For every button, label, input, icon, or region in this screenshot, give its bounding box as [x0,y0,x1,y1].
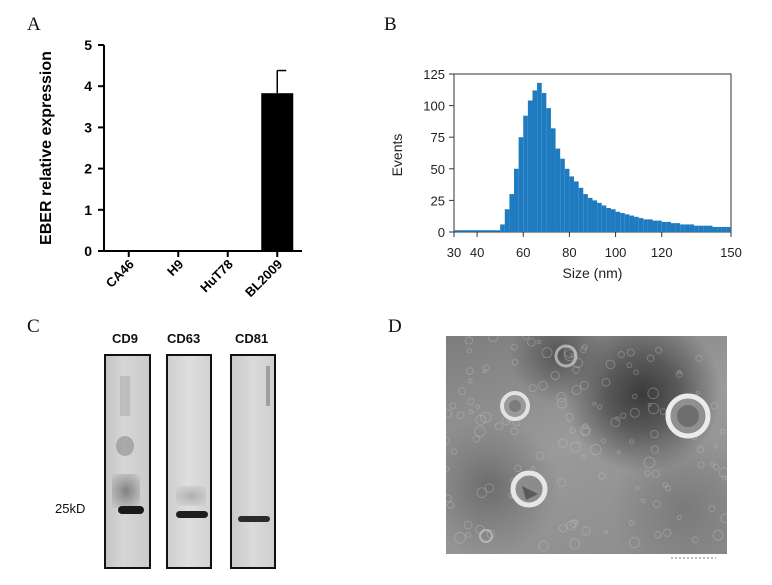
histogram-bin [518,137,524,232]
x-tick-label: 100 [605,245,627,260]
histogram-bin [707,225,713,232]
histogram-bin [587,197,593,232]
x-tick-label: 60 [516,245,530,260]
histogram-bin [657,220,662,232]
x-tick-label: HuT78 [197,257,236,296]
histogram-bin [684,224,690,232]
histogram-bin [652,220,658,232]
y-tick-label: 125 [423,67,445,82]
histogram-bin [675,223,681,232]
y-tick-label: 4 [84,78,92,94]
histogram-bin [574,181,579,232]
x-tick-label: 150 [720,245,742,260]
blot-strip-cd81 [230,354,276,569]
histogram-bin [527,100,533,232]
histogram-bin [721,226,727,232]
y-tick-label: 0 [84,243,92,259]
histogram-bin [638,218,644,232]
histogram-bin [647,219,653,232]
histogram-bin [509,194,515,232]
histogram-bin [514,168,519,232]
y-tick-label: 0 [438,225,445,240]
histogram-bin [555,148,561,232]
x-axis-label: Size (nm) [563,265,623,281]
blot-label-cd9: CD9 [112,331,139,346]
blot-label-cd63: CD63 [167,331,201,346]
band-cd63 [176,511,208,518]
histogram-bin [717,226,722,232]
histogram-bin [670,223,676,232]
histogram-bin [666,221,671,232]
blot-strip-cd9 [104,354,151,569]
blot-strip-cd63 [166,354,212,569]
histogram-bin [661,221,667,232]
panel-label-c: C [27,316,40,337]
histogram-bin [712,226,718,232]
y-tick-label: 25 [431,193,445,208]
y-tick-label: 3 [84,119,92,135]
tem-micrograph [446,336,727,568]
histogram-bin [560,158,565,232]
band-cd9 [118,506,144,514]
x-tick-label: H9 [164,257,186,279]
histogram-bin [624,214,630,232]
y-tick-label: 75 [431,130,445,145]
particle-size-histogram: 0 25 50 75 100 125 30 40 60 80 100 120 150 Events Size… [389,67,742,281]
histogram-bin [523,115,528,232]
histogram-bin [610,209,616,232]
histogram-bin [500,224,505,232]
histogram-bin [643,219,648,232]
y-tick-label: 100 [423,99,445,114]
panel-label-a: A [27,14,41,35]
blot-label-cd81: CD81 [235,331,269,346]
histogram-bin [601,205,607,232]
histogram-bin [504,209,510,232]
y-tick-label: 1 [84,202,92,218]
histogram-bin [546,108,551,232]
y-tick-label: 5 [84,37,92,53]
histogram-bin [703,225,708,232]
histogram-bin [578,187,584,232]
histogram-bin [680,224,685,232]
histogram-bin [583,194,588,232]
y-axis-label: Events [389,134,405,177]
marker-label-25kd: 25kD [55,501,86,516]
x-tick-label: 40 [470,245,484,260]
histogram-bin [606,207,611,232]
eber-expression-bar-chart: 0 1 2 3 4 5 EBER relative expression CA46 H9 HuT7… [38,37,302,300]
histogram-bin [537,82,542,233]
panel-label-b: B [384,14,397,35]
histogram-bin [694,225,699,232]
vesicle [510,470,548,508]
x-tick-label: 80 [562,245,576,260]
x-tick-label: CA46 [103,257,137,291]
x-tick-label: 30 [447,245,461,260]
x-tick-label: 120 [651,245,673,260]
y-axis-label: EBER relative expression [38,51,55,245]
histogram-bin [592,200,598,232]
histogram-bin [615,211,621,232]
histogram-bin [597,202,602,232]
histogram-bin [620,213,625,232]
histogram-bin [541,92,547,233]
histogram-bin [689,224,695,232]
histogram-bin [532,90,538,232]
y-tick-label: 50 [431,162,445,177]
bar-bl2009 [261,93,294,251]
histogram-bin [629,215,635,232]
histogram-bin [698,225,704,232]
histogram-bin [726,226,731,232]
band-cd81 [238,516,270,522]
histogram-bin [634,216,639,232]
x-tick-label: BL2009 [242,257,285,300]
histogram-bin [564,168,570,232]
histogram-bin [569,176,575,232]
y-tick-label: 2 [84,161,92,177]
histogram-bin [550,128,556,232]
panel-label-d: D [388,316,402,337]
